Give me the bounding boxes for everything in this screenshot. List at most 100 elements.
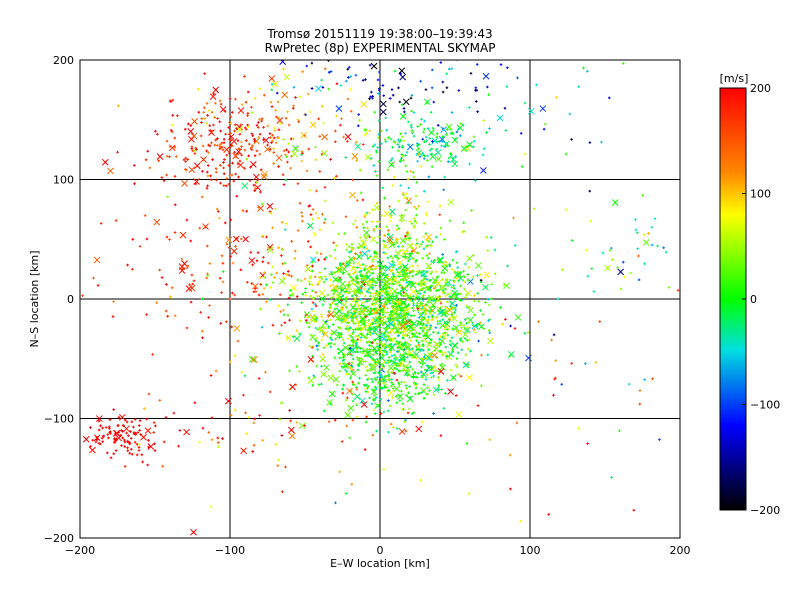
data-point bbox=[207, 109, 211, 112]
data-point bbox=[244, 411, 247, 415]
data-point bbox=[205, 170, 209, 174]
data-point bbox=[250, 105, 253, 109]
data-point bbox=[414, 382, 418, 385]
data-point bbox=[355, 386, 358, 389]
data-point bbox=[366, 310, 369, 313]
data-point bbox=[428, 149, 432, 152]
data-point bbox=[371, 264, 375, 267]
data-point bbox=[424, 245, 428, 249]
data-point bbox=[279, 401, 283, 405]
data-point bbox=[233, 129, 236, 133]
data-point bbox=[138, 245, 142, 248]
data-point bbox=[448, 219, 452, 223]
data-point bbox=[355, 274, 359, 278]
data-point bbox=[224, 132, 227, 136]
data-point-cross bbox=[339, 286, 347, 294]
data-point bbox=[399, 292, 402, 295]
data-point bbox=[368, 291, 372, 295]
data-point-cross bbox=[425, 262, 433, 270]
data-point bbox=[438, 204, 442, 208]
data-point bbox=[185, 218, 189, 222]
data-point bbox=[165, 139, 169, 143]
data-point bbox=[379, 398, 382, 401]
data-point bbox=[398, 369, 402, 373]
data-point bbox=[354, 334, 358, 338]
data-point bbox=[439, 232, 442, 236]
data-point bbox=[374, 350, 377, 354]
data-point bbox=[403, 264, 407, 268]
data-point bbox=[453, 270, 457, 273]
data-point bbox=[570, 138, 573, 141]
data-point bbox=[136, 431, 140, 434]
data-point bbox=[384, 140, 388, 143]
data-point bbox=[329, 278, 332, 282]
data-point bbox=[389, 269, 392, 273]
data-point-cross bbox=[181, 180, 188, 187]
data-point bbox=[598, 320, 602, 323]
data-point bbox=[444, 392, 447, 395]
data-point bbox=[354, 322, 357, 325]
data-point bbox=[347, 362, 351, 366]
data-point bbox=[431, 371, 435, 375]
data-point bbox=[240, 145, 243, 148]
data-point bbox=[254, 290, 258, 293]
data-point bbox=[372, 307, 376, 311]
data-point bbox=[319, 252, 323, 256]
data-point-cross bbox=[279, 60, 287, 65]
data-point bbox=[213, 116, 216, 119]
data-point bbox=[473, 313, 476, 317]
data-point bbox=[342, 262, 345, 266]
data-point bbox=[385, 333, 389, 337]
data-point bbox=[375, 311, 379, 314]
data-point bbox=[392, 309, 396, 312]
data-point bbox=[356, 261, 360, 265]
data-point bbox=[350, 370, 353, 373]
data-point-cross bbox=[254, 184, 262, 191]
data-point bbox=[408, 385, 411, 388]
data-point bbox=[434, 326, 438, 329]
data-point bbox=[369, 95, 373, 99]
data-point bbox=[300, 301, 303, 305]
data-point bbox=[465, 442, 469, 445]
data-point bbox=[392, 426, 395, 429]
data-point bbox=[364, 327, 367, 331]
data-point bbox=[341, 391, 345, 395]
data-point bbox=[363, 243, 367, 246]
data-point bbox=[428, 243, 432, 247]
data-point bbox=[360, 280, 364, 283]
data-point bbox=[387, 356, 391, 359]
data-point bbox=[346, 287, 349, 291]
data-point bbox=[384, 361, 388, 365]
data-point bbox=[417, 251, 421, 255]
data-point bbox=[473, 294, 477, 297]
data-point bbox=[219, 164, 222, 167]
data-point bbox=[450, 336, 454, 340]
data-point bbox=[273, 276, 276, 279]
data-point bbox=[381, 186, 385, 190]
data-point bbox=[386, 307, 389, 310]
data-point bbox=[469, 72, 473, 75]
data-point bbox=[219, 102, 223, 106]
data-point bbox=[355, 140, 358, 144]
data-point-cross bbox=[266, 246, 274, 254]
data-point bbox=[377, 344, 381, 348]
data-point bbox=[430, 366, 433, 369]
data-point-cross bbox=[298, 422, 306, 430]
data-point bbox=[308, 276, 312, 280]
data-point bbox=[206, 184, 209, 188]
data-point bbox=[315, 189, 318, 193]
data-point bbox=[650, 243, 654, 247]
data-point bbox=[402, 364, 406, 368]
data-point bbox=[395, 427, 399, 430]
data-point bbox=[486, 297, 490, 301]
data-point bbox=[425, 334, 428, 338]
data-point bbox=[361, 263, 365, 266]
data-point bbox=[318, 271, 322, 274]
x-tick-label: 0 bbox=[377, 544, 384, 557]
data-point bbox=[414, 345, 418, 348]
data-point bbox=[472, 145, 475, 149]
data-point bbox=[133, 182, 136, 185]
data-point-cross bbox=[425, 233, 433, 241]
data-point bbox=[402, 330, 406, 333]
data-point bbox=[446, 320, 449, 323]
